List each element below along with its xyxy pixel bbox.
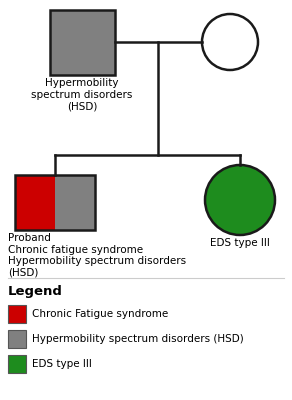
Bar <box>8 305 26 323</box>
Bar <box>8 330 26 348</box>
Bar <box>15 175 55 230</box>
Text: Legend: Legend <box>8 285 63 298</box>
Text: Hypermobility spectrum disorders (HSD): Hypermobility spectrum disorders (HSD) <box>32 334 244 344</box>
Text: Chronic Fatigue syndrome: Chronic Fatigue syndrome <box>32 309 168 319</box>
Text: Proband
Chronic fatigue syndrome
Hypermobility spectrum disorders
(HSD): Proband Chronic fatigue syndrome Hypermo… <box>8 233 186 278</box>
Text: EDS type III: EDS type III <box>32 359 92 369</box>
Circle shape <box>205 165 275 235</box>
Text: Hypermobility
spectrum disorders
(HSD): Hypermobility spectrum disorders (HSD) <box>31 78 133 111</box>
Bar <box>8 355 26 373</box>
Circle shape <box>202 14 258 70</box>
Text: EDS type III: EDS type III <box>210 238 270 248</box>
Bar <box>55 175 95 230</box>
Bar <box>15 175 95 230</box>
Bar <box>50 10 115 75</box>
